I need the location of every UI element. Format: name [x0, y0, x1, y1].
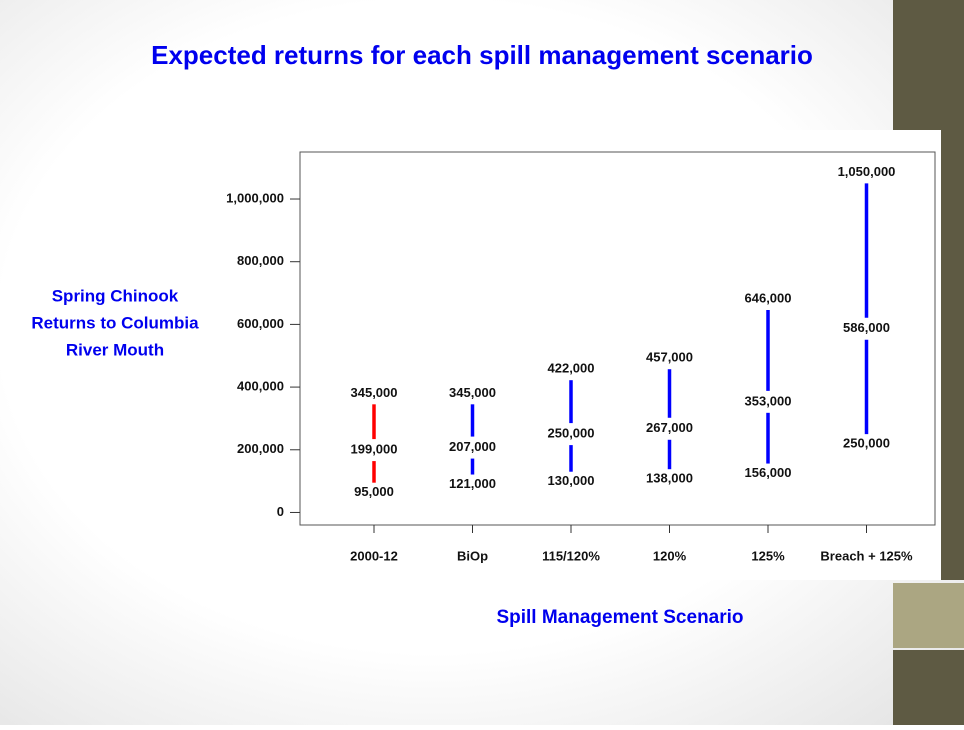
x-tick-label: 2000-12 [350, 548, 398, 563]
value-label: 345,000 [449, 385, 496, 400]
x-tick-label: 120% [653, 548, 687, 563]
y-axis-label: River Mouth [66, 340, 164, 359]
value-label: 207,000 [449, 439, 496, 454]
value-label: 130,000 [548, 473, 595, 488]
chart-title: Expected returns for each spill manageme… [151, 40, 813, 70]
value-label: 138,000 [646, 471, 693, 486]
value-label: 646,000 [745, 290, 792, 305]
y-axis-label: Spring Chinook [52, 286, 179, 305]
y-tick-label: 400,000 [237, 379, 284, 394]
x-tick-label: 115/120% [542, 548, 600, 563]
x-tick-label: BiOp [457, 548, 488, 563]
value-label: 95,000 [354, 484, 394, 499]
value-label: 121,000 [449, 476, 496, 491]
y-tick-label: 800,000 [237, 253, 284, 268]
value-label: 156,000 [745, 465, 792, 480]
side-stripe [893, 650, 964, 725]
value-label: 345,000 [351, 385, 398, 400]
value-label: 353,000 [745, 393, 792, 408]
x-axis-label: Spill Management Scenario [496, 607, 743, 628]
y-tick-label: 200,000 [237, 441, 284, 456]
value-label: 457,000 [646, 350, 693, 365]
plot-frame [299, 151, 936, 526]
value-label: 1,050,000 [838, 164, 896, 179]
chart-area [170, 130, 941, 580]
y-tick-label: 0 [277, 504, 284, 519]
x-tick-label: 125% [751, 548, 785, 563]
value-label: 267,000 [646, 420, 693, 435]
side-stripe [893, 583, 964, 648]
value-label: 422,000 [548, 361, 595, 376]
x-tick-label: Breach + 125% [820, 548, 913, 563]
value-label: 250,000 [548, 426, 595, 441]
value-label: 586,000 [843, 320, 890, 335]
value-label: 199,000 [351, 442, 398, 457]
value-label: 250,000 [843, 436, 890, 451]
y-tick-label: 600,000 [237, 316, 284, 331]
y-axis-label: Returns to Columbia [31, 313, 199, 332]
y-tick-label: 1,000,000 [226, 190, 284, 205]
